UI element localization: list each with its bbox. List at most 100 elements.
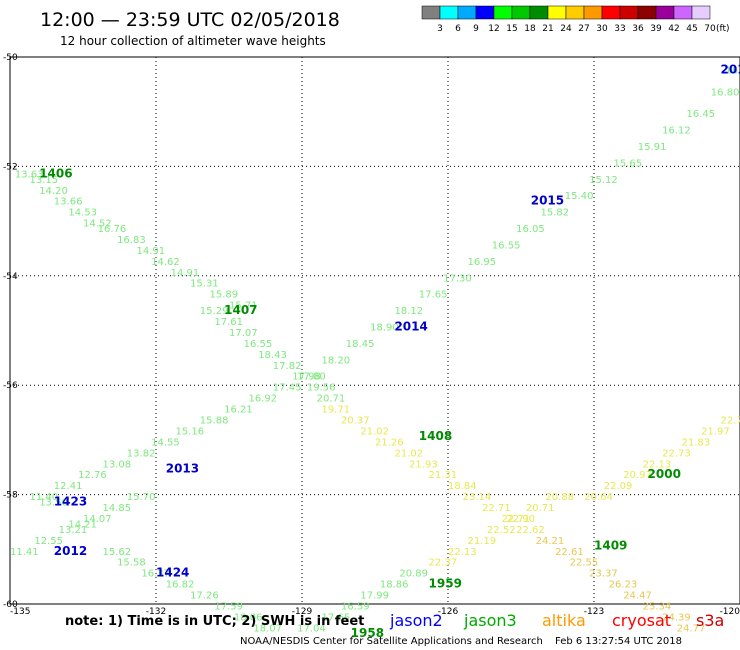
wave-height-point: 21.97 <box>701 426 730 437</box>
wave-height-point: 21.26 <box>375 437 404 448</box>
wave-height-point: 14.20 <box>39 186 68 197</box>
wave-height-point: 15.58 <box>117 558 146 569</box>
wave-height-point: 17.80 <box>297 372 326 383</box>
wave-height-point: 18.84 <box>448 481 477 492</box>
wave-height-point: 16.95 <box>467 257 496 268</box>
wave-height-point: 26.23 <box>609 580 638 591</box>
wave-height-point: 14.62 <box>151 257 180 268</box>
colorbar-swatch <box>421 5 441 20</box>
wave-height-point: 17.30 <box>443 273 472 284</box>
wave-height-point: 21.83 <box>682 437 711 448</box>
wave-height-point: 21.02 <box>360 426 389 437</box>
colorbar-label: 33 <box>614 24 625 34</box>
wave-height-point: 14.52 <box>83 219 112 230</box>
satellite-legend: jason2 jason3 altika cryosat s3a <box>389 611 724 630</box>
pass-label: 1406 <box>39 166 72 180</box>
y-axis-ticks: -50 -52 -54 -56 -58 -60 <box>3 53 18 610</box>
wave-height-point: 18.07 <box>253 623 282 634</box>
colorbar-swatch <box>475 5 495 20</box>
wave-height-point: 22.71 <box>502 514 531 525</box>
wave-height-point: 15.71 <box>229 301 258 312</box>
y-tick-label: -58 <box>3 491 18 501</box>
wave-height-point: 17.82 <box>273 361 302 372</box>
grid-lines <box>10 57 740 604</box>
wave-height-point: 15.62 <box>102 547 131 558</box>
wave-height-point: 22.90 <box>506 514 535 525</box>
colorbar-swatch <box>583 5 603 20</box>
wave-height-point: 15.29 <box>200 306 229 317</box>
colorbar-unit: (ft) <box>716 24 730 34</box>
colorbar-label: 9 <box>473 24 479 34</box>
wave-height-point: 17.61 <box>214 317 243 328</box>
wave-height-point: 22.55 <box>570 558 599 569</box>
wave-height-point: 19.71 <box>321 405 350 416</box>
wave-height-point: 11.41 <box>10 547 39 558</box>
satellite-legend-item: jason2 <box>389 611 443 630</box>
y-tick-label: -56 <box>3 381 18 391</box>
satellite-legend-item: s3a <box>696 611 724 630</box>
colorbar-label: 30 <box>596 24 608 34</box>
colorbar-label: 70 <box>704 24 716 34</box>
wave-height-point: 12.55 <box>34 536 63 547</box>
wave-height-point: 15.82 <box>540 208 569 219</box>
wave-height-point: 16.83 <box>117 235 146 246</box>
wave-height-point: 17.65 <box>419 290 448 301</box>
wave-height-point: 18.12 <box>394 306 423 317</box>
wave-height-point: 15.16 <box>175 426 204 437</box>
wave-height-point: 21.31 <box>429 470 458 481</box>
wave-height-point: 20.71 <box>317 394 346 405</box>
footer-credit: NOAA/NESDIS Center for Satellite Applica… <box>240 636 543 647</box>
pass-label: 1959 <box>429 577 462 591</box>
colorbar-label: 39 <box>650 24 662 34</box>
plot-frame <box>9 56 740 605</box>
wave-height-point: 16.12 <box>662 126 691 137</box>
wave-height-point: 15.12 <box>589 175 618 186</box>
wave-height-point: 16.45 <box>686 109 715 120</box>
wave-height-point: 15.89 <box>210 290 239 301</box>
wave-height-point: 17.26 <box>190 591 219 602</box>
wave-height-point: 17.65 <box>321 612 350 623</box>
wave-height-point: 17.59 <box>214 601 243 612</box>
colorbar-swatch <box>673 5 693 20</box>
wave-height-point: 14.55 <box>151 437 180 448</box>
wave-height-point: 16.59 <box>341 601 370 612</box>
wave-height-point: 15.40 <box>565 191 594 202</box>
wave-height-point: 15.88 <box>200 415 229 426</box>
colorbar-label: 3 <box>437 24 443 34</box>
wave-height-point: 14.07 <box>83 514 112 525</box>
wave-height-point: 18.45 <box>346 339 375 350</box>
x-tick-label: -135 <box>10 607 30 617</box>
wave-height-point: 14.91 <box>137 246 166 257</box>
footer-timestamp: Feb 6 13:27:54 UTC 2018 <box>555 636 682 647</box>
satellite-legend-item: cryosat <box>612 611 671 630</box>
wave-height-point: 16.82 <box>166 580 195 591</box>
wave-height-point: 20.89 <box>399 569 428 580</box>
pass-label: 1958 <box>351 626 384 640</box>
wave-height-point: 19.56 <box>307 383 336 394</box>
colorbar-swatch <box>565 5 585 20</box>
wave-height-point: 22.76 <box>721 415 740 426</box>
pass-label: 2016 <box>721 62 740 76</box>
wave-height-point: 13.50 <box>39 498 68 509</box>
pass-label: 2014 <box>394 320 427 334</box>
pass-label: 1408 <box>419 429 452 443</box>
x-tick-label: -129 <box>292 607 313 617</box>
colorbar-label: 24 <box>560 24 572 34</box>
pass-label: 1407 <box>224 303 257 317</box>
wave-height-point: 23.14 <box>463 492 492 503</box>
y-tick-label: -60 <box>3 600 18 610</box>
colorbar-label: 36 <box>632 24 644 34</box>
wave-height-point: 14.91 <box>171 268 200 279</box>
wave-height-point: 15.91 <box>638 142 667 153</box>
wave-height-point: 20.97 <box>623 470 652 481</box>
wave-height-point: 24.39 <box>662 612 691 623</box>
wave-height-point: 16.21 <box>224 405 253 416</box>
pass-label: 1423 <box>54 495 87 509</box>
colorbar-legend: 3 6 9 12 15 18 21 24 27 30 33 36 39 42 45 70 <box>421 5 716 34</box>
wave-height-point: 15.70 <box>127 492 156 503</box>
colorbar-label: 12 <box>488 24 499 34</box>
wave-height-point: 21.93 <box>409 459 438 470</box>
wave-height-point: 15.65 <box>613 158 642 169</box>
colorbar-label: 18 <box>524 24 536 34</box>
wave-height-point: 18.43 <box>258 350 287 361</box>
